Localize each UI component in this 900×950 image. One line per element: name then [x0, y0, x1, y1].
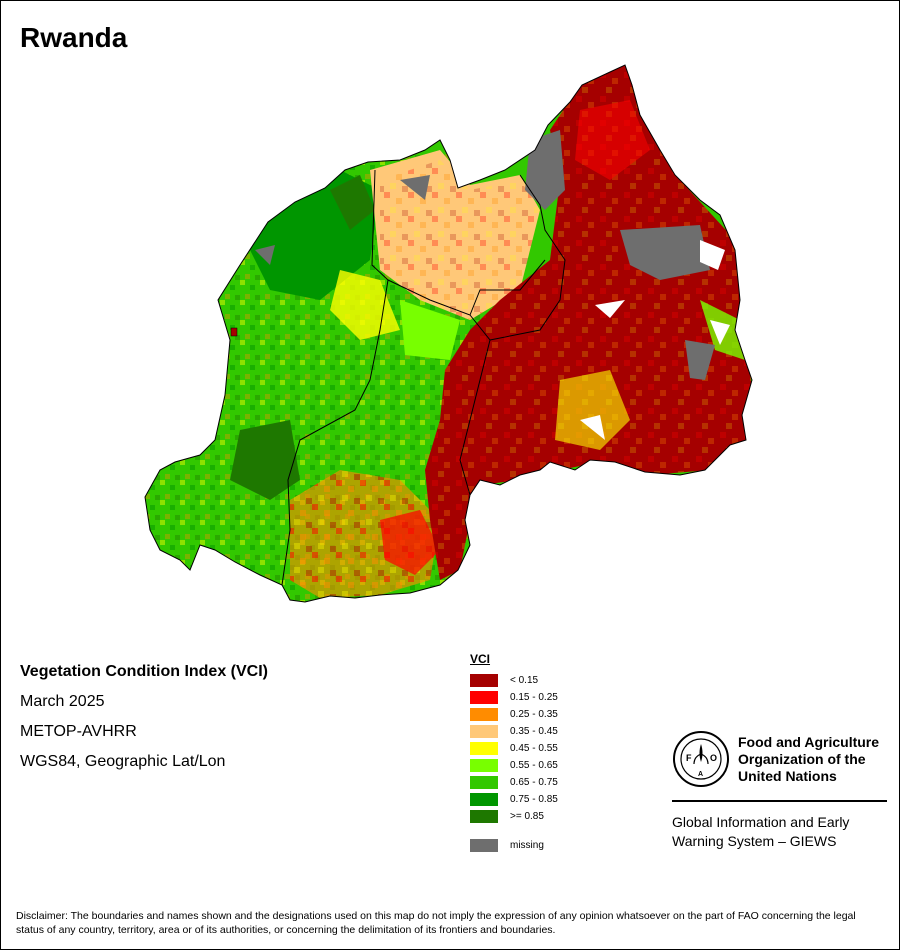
legend-label: 0.25 - 0.35	[510, 709, 558, 720]
index-name: Vegetation Condition Index (VCI)	[20, 663, 268, 680]
projection: WGS84, Geographic Lat/Lon	[20, 753, 226, 770]
legend-row: >= 0.85	[470, 808, 558, 825]
legend-swatch	[470, 708, 498, 721]
legend-row: 0.45 - 0.55	[470, 740, 558, 757]
country-border	[144, 64, 753, 603]
legend-label: >= 0.85	[510, 811, 544, 822]
divider	[672, 800, 887, 802]
legend-row-missing: missing	[470, 837, 558, 854]
legend: VCI < 0.15 0.15 - 0.25 0.25 - 0.35 0.35 - 0…	[470, 652, 558, 854]
giews-name: Global Information and Early Warning Sys…	[672, 814, 850, 849]
legend-swatch	[470, 776, 498, 789]
legend-swatch	[470, 725, 498, 738]
legend-label: 0.15 - 0.25	[510, 692, 558, 703]
legend-row: 0.75 - 0.85	[470, 791, 558, 808]
legend-row: 0.35 - 0.45	[470, 723, 558, 740]
organization-name: Food and Agriculture Organization of the…	[738, 734, 880, 784]
legend-row: 0.55 - 0.65	[470, 757, 558, 774]
map-info: Vegetation Condition Index (VCI) March 2…	[20, 657, 268, 777]
legend-swatch	[470, 742, 498, 755]
legend-label: < 0.15	[510, 675, 539, 686]
fao-logo-letter-f: F	[686, 753, 692, 763]
map-title: Rwanda	[20, 22, 128, 53]
vci-map	[144, 64, 753, 603]
fao-logo-icon: F O A	[673, 731, 729, 787]
legend-swatch	[470, 793, 498, 806]
legend-label: 0.75 - 0.85	[510, 794, 558, 805]
legend-swatch	[470, 674, 498, 687]
legend-label: 0.45 - 0.55	[510, 743, 558, 754]
legend-swatch	[470, 810, 498, 823]
disclaimer: Disclaimer: The boundaries and names sho…	[16, 910, 856, 936]
legend-swatch	[470, 759, 498, 772]
legend-label: 0.65 - 0.75	[510, 777, 558, 788]
fao-logo-letter-o: O	[710, 753, 717, 763]
legend-label: missing	[510, 840, 544, 851]
legend-label: 0.55 - 0.65	[510, 760, 558, 771]
legend-row: 0.65 - 0.75	[470, 774, 558, 791]
legend-swatch	[470, 839, 498, 852]
legend-title: VCI	[470, 652, 491, 666]
legend-swatch	[470, 691, 498, 704]
fao-logo-letter-a: A	[698, 771, 703, 778]
vci-raster	[145, 65, 752, 602]
legend-label: 0.35 - 0.45	[510, 726, 558, 737]
island-mark	[230, 327, 238, 337]
legend-classes: < 0.15 0.15 - 0.25 0.25 - 0.35 0.35 - 0.45 0…	[470, 672, 558, 825]
period: March 2025	[20, 693, 105, 710]
legend-row: < 0.15	[470, 672, 558, 689]
province-boundaries	[281, 169, 566, 586]
sensor: METOP-AVHRR	[20, 723, 137, 740]
legend-row: 0.25 - 0.35	[470, 706, 558, 723]
legend-row: 0.15 - 0.25	[470, 689, 558, 706]
